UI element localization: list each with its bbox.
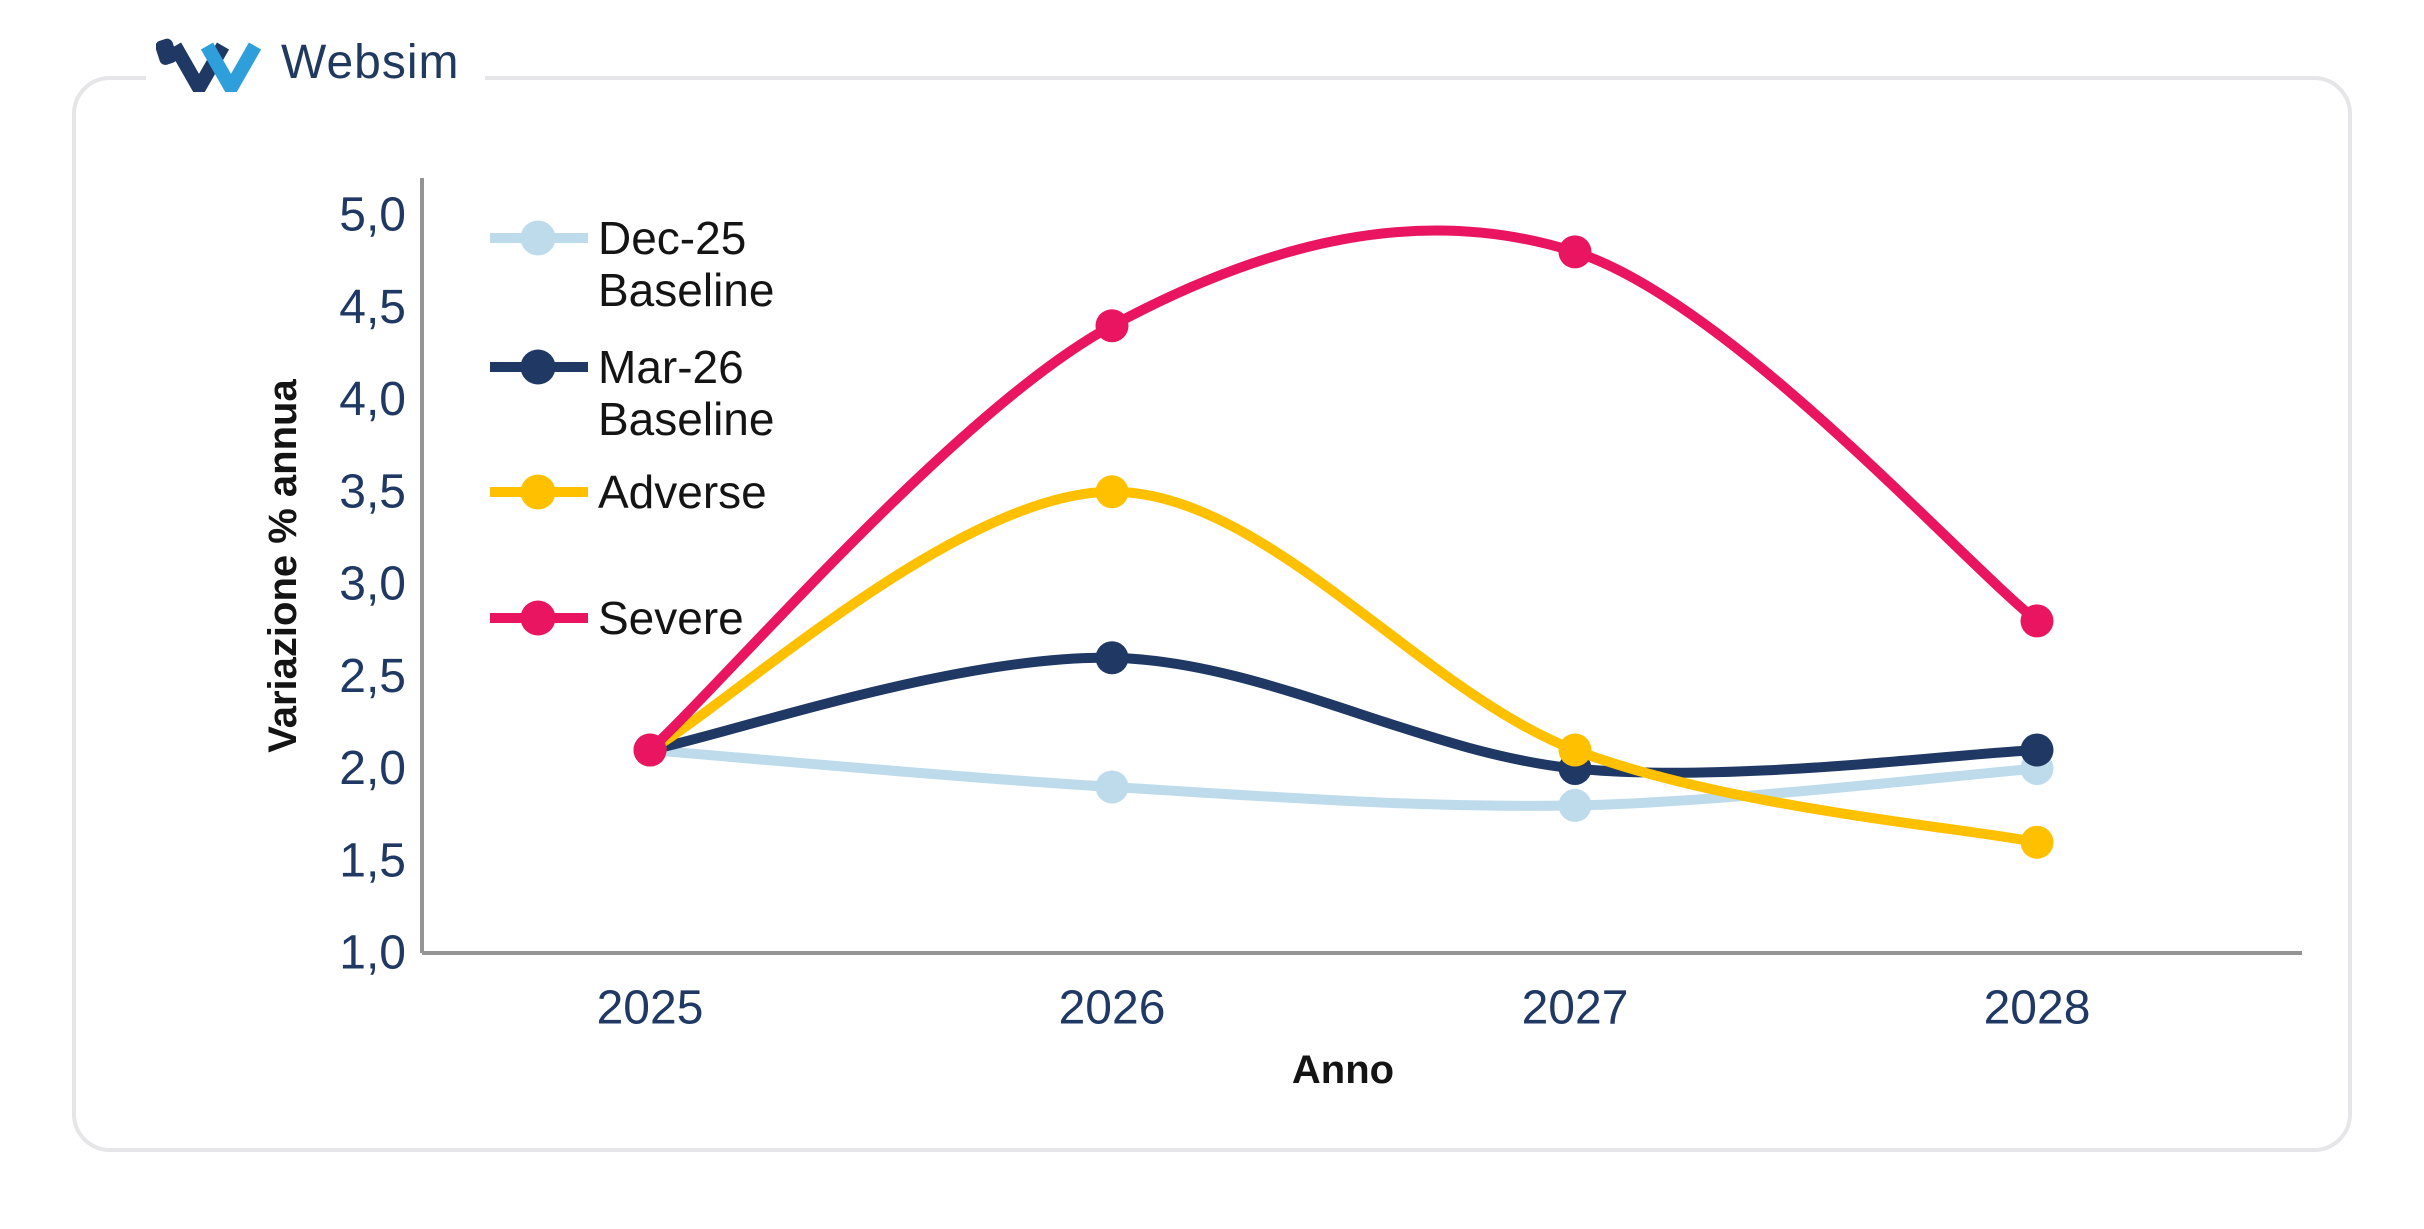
legend-label: Mar-26: [598, 341, 744, 393]
x-tick-label: 2028: [1984, 982, 2091, 1035]
y-tick-label: 3,0: [339, 558, 406, 611]
data-point-marker: [1558, 788, 1592, 822]
data-point-marker: [1095, 641, 1129, 675]
legend-item-severe: Severe: [490, 592, 744, 644]
chart-card: [72, 76, 2352, 1152]
legend-label: Adverse: [598, 466, 767, 518]
series-severe: [633, 225, 2054, 767]
websim-logo: Websim: [146, 32, 486, 98]
x-tick-label: 2027: [1522, 982, 1629, 1035]
data-point-marker: [1095, 475, 1129, 509]
data-point-marker: [1095, 770, 1129, 804]
data-point-marker: [633, 733, 667, 767]
y-tick-label: 1,0: [339, 927, 406, 980]
legend-label: Baseline: [598, 393, 774, 445]
series-line: [645, 652, 2042, 778]
data-point-marker: [1558, 733, 1592, 767]
y-tick-label: 1,5: [339, 834, 406, 887]
x-tick-label: 2025: [597, 982, 704, 1035]
legend-label: Dec-25: [598, 212, 746, 264]
legend: Dec-25BaselineMar-26BaselineAdverseSever…: [490, 212, 774, 644]
legend-label: Baseline: [598, 264, 774, 316]
logo-comma-shape: [156, 38, 178, 65]
y-tick-label: 4,0: [339, 373, 406, 426]
websim-logo-mark: [156, 38, 262, 92]
legend-label: Severe: [598, 592, 744, 644]
series-line: [645, 486, 2042, 848]
legend-marker-dot: [520, 474, 556, 510]
legend-marker-dot: [520, 600, 556, 636]
websim-logo-text: Websim: [281, 36, 460, 89]
x-axis-title: Anno: [1292, 1048, 1394, 1092]
series-line: [645, 225, 2042, 756]
data-point-marker: [2020, 825, 2054, 859]
legend-marker-dot: [520, 349, 556, 385]
x-tick-label: 2026: [1059, 982, 1166, 1035]
y-tick-label: 2,0: [339, 742, 406, 795]
y-axis-title: Variazione % annua: [261, 379, 305, 753]
y-tick-label: 5,0: [339, 189, 406, 242]
y-tick-label: 2,5: [339, 650, 406, 703]
y-tick-label: 3,5: [339, 465, 406, 518]
data-point-marker: [2020, 733, 2054, 767]
data-point-marker: [1095, 309, 1129, 343]
data-point-marker: [1558, 235, 1592, 269]
logo-light-chevron: [200, 42, 262, 92]
legend-item-adverse: Adverse: [490, 466, 767, 518]
legend-marker-dot: [520, 220, 556, 256]
data-point-marker: [2020, 604, 2054, 638]
series-line: [645, 745, 2042, 811]
y-tick-label: 4,5: [339, 281, 406, 334]
